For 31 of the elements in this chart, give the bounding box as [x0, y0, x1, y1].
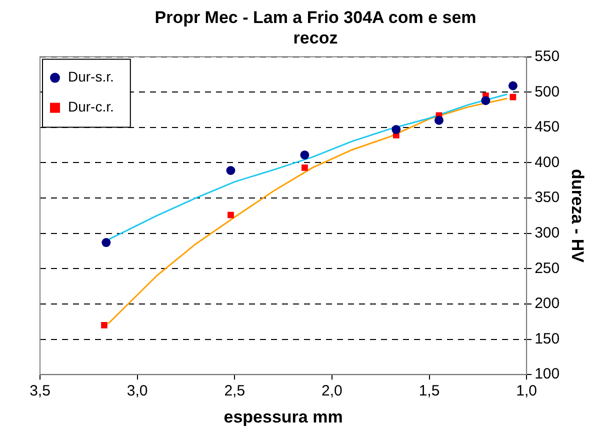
point: [228, 212, 234, 218]
x-tick-label: 1,5: [418, 382, 440, 400]
y-tick-label: 350: [534, 189, 560, 206]
x-tick-label: 3,0: [126, 382, 148, 400]
point: [300, 150, 310, 160]
y-tick-label: 150: [534, 330, 560, 348]
point: [302, 164, 308, 171]
chart-title: Propr Mec - Lam a Frio 304A com e sem recoz: [154, 8, 476, 48]
x-tick-label: 3,5: [30, 382, 50, 400]
point: [392, 125, 401, 134]
point: [102, 238, 111, 248]
y-tick-label: 300: [534, 224, 560, 242]
y-tick-label: 100: [534, 366, 560, 383]
y-tick-label: 250: [534, 260, 560, 277]
point: [226, 166, 236, 175]
point: [508, 81, 518, 90]
y-tick-label: 550: [534, 48, 560, 65]
x-tick-label: 2,0: [322, 382, 342, 400]
y-tick-label: 500: [534, 83, 560, 100]
y-tick-label: 200: [534, 295, 560, 312]
point: [101, 322, 108, 328]
point: [481, 96, 490, 106]
legend-label: Dur-s.r.: [68, 68, 114, 85]
x-axis-title: espessura mm: [224, 407, 343, 426]
point: [434, 116, 444, 125]
y-axis-title: dureza - HV: [568, 168, 588, 264]
y-tick-label: 400: [534, 154, 560, 171]
x-tick-label: 1,0: [516, 382, 538, 400]
x-tick-label: 2,5: [224, 382, 246, 400]
legend-label: Dur-c.r.: [68, 98, 114, 115]
y-tick-label: 450: [534, 118, 560, 136]
